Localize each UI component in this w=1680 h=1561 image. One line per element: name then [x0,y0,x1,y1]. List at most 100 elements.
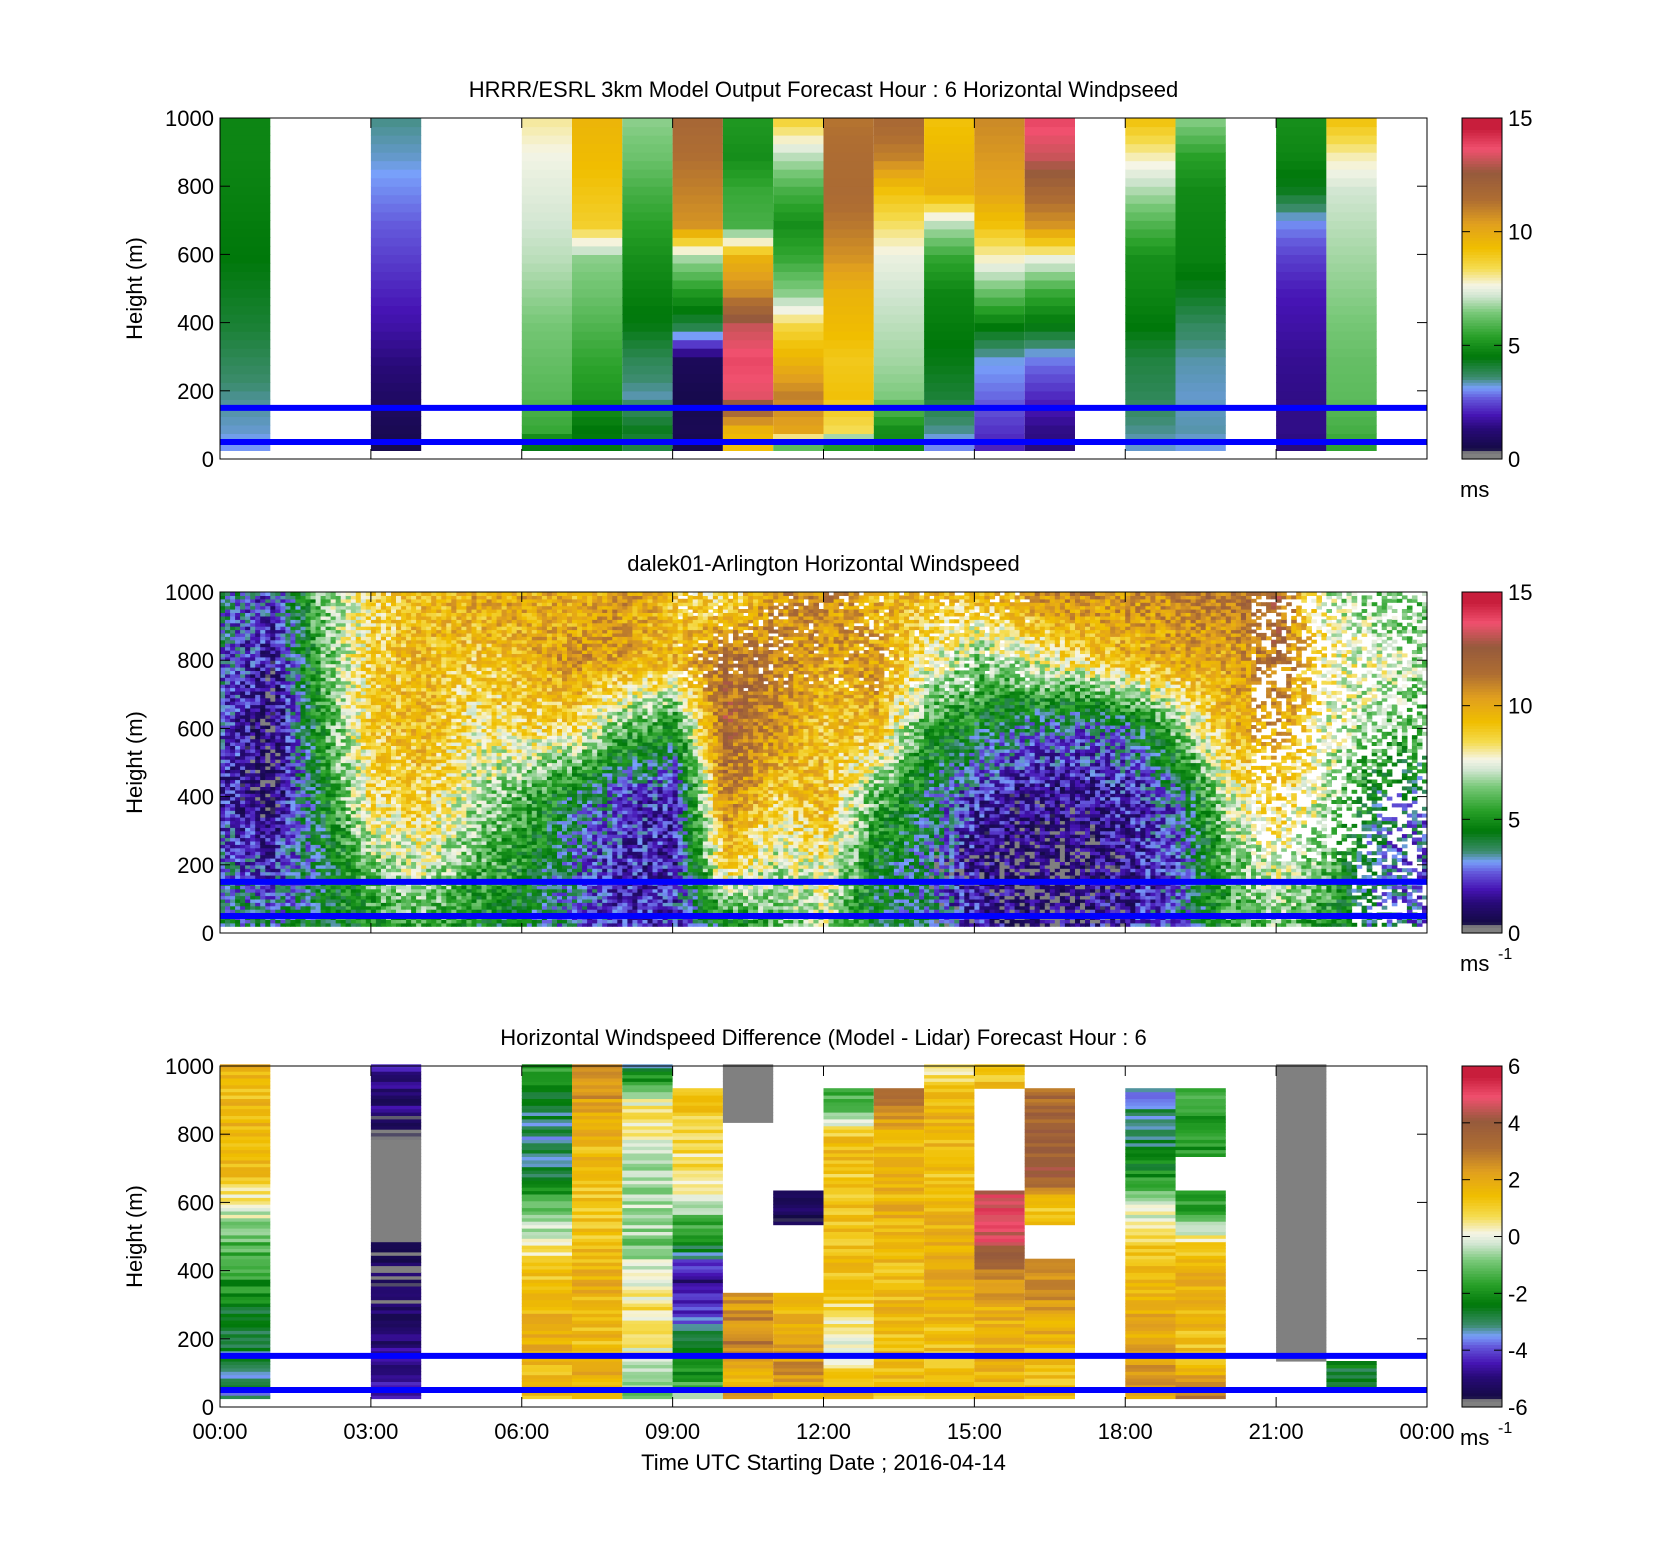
heatmap-cell [240,595,246,600]
heatmap-cell [315,817,322,822]
heatmap-cell [280,656,286,661]
heatmap-cell [386,745,392,750]
heatmap-cell [300,796,307,801]
heatmap-cell [230,592,236,596]
heatmap-cell [260,605,266,610]
heatmap-cell [823,407,874,417]
heatmap-cell [1024,280,1075,290]
heatmap-cell [260,823,266,828]
heatmap-cell [220,871,226,876]
heatmap-cell [220,653,226,658]
heatmap-cell [300,656,307,661]
heatmap-cell [300,595,307,600]
heatmap-cell [220,823,226,828]
heatmap-cell [672,424,723,434]
heatmap-cell [1326,262,1377,272]
heatmap-cell [411,745,417,750]
heatmap-cell [370,348,422,358]
heatmap-cell [255,868,261,873]
heatmap-cell [245,786,251,791]
heatmap-cell [280,592,286,596]
heatmap-cell [220,609,226,613]
heatmap-cell [245,745,251,750]
heatmap-cell [290,748,296,753]
heatmap-cell [265,598,271,603]
heatmap-cell [401,612,407,617]
heatmap-cell [275,783,281,787]
heatmap-cell [220,643,226,648]
heatmap-cell [245,718,251,723]
colorbar-segment [1462,149,1502,153]
heatmap-cell [260,759,266,764]
heatmap-cell [245,639,251,644]
heatmap-cell [280,817,286,822]
heatmap-cell [1175,305,1226,315]
heatmap-cell [1276,297,1327,307]
heatmap-cell [245,646,251,651]
heatmap-cell [270,755,276,760]
heatmap-cell [305,622,312,627]
heatmap-cell [310,902,317,907]
heatmap-cell [521,322,573,332]
heatmap-cell [260,864,266,869]
heatmap-cell [1326,228,1377,238]
colorbar-segment [1462,225,1502,230]
heatmap-cell [290,779,296,784]
heatmap-cell [240,909,246,914]
heatmap-cell [225,854,231,859]
heatmap-cell [285,830,291,835]
heatmap-cell [1276,237,1327,247]
colorbar-segment [1462,197,1502,202]
heatmap-cell [265,868,271,873]
heatmap-cell [295,680,301,685]
heatmap-cell [974,143,1025,153]
heatmap-cell [235,752,241,757]
heatmap-cell [290,690,296,695]
heatmap-cell [235,622,241,627]
heatmap-cell [290,837,296,842]
heatmap-cell [265,609,271,613]
heatmap-cell [230,854,236,859]
heatmap-cell [230,898,236,903]
colorbar-segment [1462,260,1502,264]
heatmap-cell [290,813,296,818]
heatmap-cell [360,677,367,682]
heatmap-cell [295,871,301,876]
heatmap-cell [240,847,246,852]
heatmap-cell [275,772,281,777]
heatmap-cell [380,817,387,822]
heatmap-cell [220,820,226,825]
heatmap-cell [1276,348,1327,358]
colorbar-unit: ms [1460,477,1489,502]
heatmap-cell [275,769,281,774]
heatmap-cell [305,837,312,842]
heatmap-cell [260,755,266,760]
heatmap-cell [275,823,281,828]
heatmap-cell [265,783,271,787]
heatmap-cell [823,280,874,290]
heatmap-cell [240,605,246,610]
heatmap-cell [572,407,623,417]
heatmap-cell [305,735,312,740]
heatmap-cell [235,738,241,743]
heatmap-cell [255,653,261,658]
heatmap-cell [260,789,266,794]
heatmap-cell [1276,211,1327,221]
heatmap-cell [672,331,723,341]
heatmap-cell [1326,416,1377,426]
heatmap-cell [280,690,286,695]
heatmap-cell [295,861,301,866]
heatmap-cell [285,697,291,702]
heatmap-cell [220,228,271,238]
heatmap-cell [1326,160,1377,170]
heatmap-cell [300,742,307,746]
colorbar-segment [1462,382,1502,386]
heatmap-cell [305,854,312,859]
heatmap-cell [270,793,276,798]
heatmap-cell [295,595,301,600]
heatmap-cell [225,888,231,893]
heatmap-cell [225,772,231,777]
heatmap-cell [622,382,673,392]
heatmap-cell [230,629,236,634]
heatmap-cell [360,711,367,716]
